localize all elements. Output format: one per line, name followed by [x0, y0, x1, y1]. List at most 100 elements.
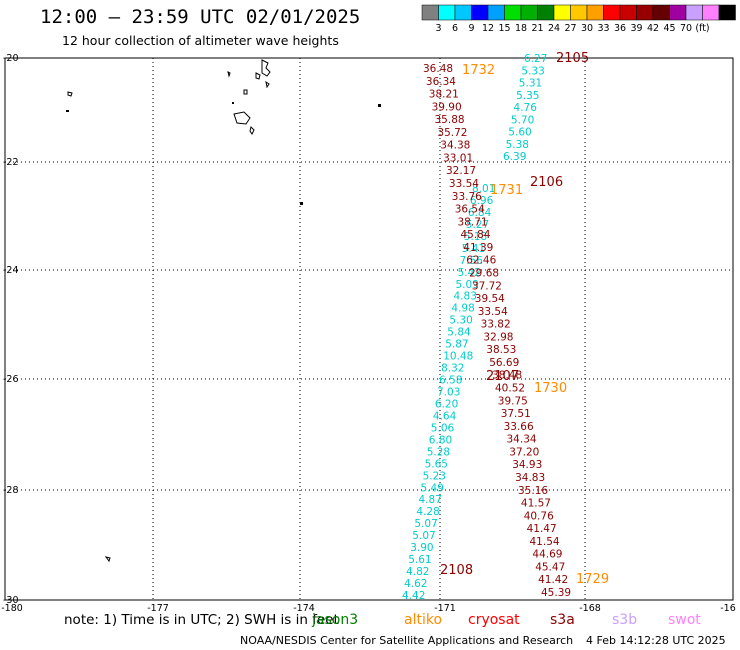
satellite-name: cryosat — [468, 612, 520, 628]
track-time-label: 1729 — [576, 572, 609, 587]
satellite-name: jason3 — [312, 612, 359, 628]
wave-height-value: 5.18 — [464, 231, 487, 243]
wave-height-value: 62.46 — [466, 255, 496, 267]
wave-height-value: 5.42 — [458, 267, 481, 279]
wave-height-value: 41.54 — [530, 536, 560, 548]
color-legend: 3 6 9 12 15 18 21 24 27 30 33 36 39 42 45 70 (ft) — [421, 4, 736, 34]
wave-height-value: 36.34 — [426, 76, 456, 88]
wave-height-value: 29.68 — [469, 268, 499, 280]
track-time-label: 2105 — [556, 51, 589, 66]
track-time-label: 2107 — [486, 369, 519, 384]
legend-swatch — [438, 4, 456, 21]
legend-label: 6 — [452, 23, 458, 34]
wave-height-value: 6.58 — [439, 375, 462, 387]
longitude-labels: -180 -177 -174 -171 -168 -16 — [1, 603, 736, 614]
legend-label: 27 — [564, 23, 576, 34]
legend-label: 24 — [548, 23, 560, 34]
island-shape — [227, 71, 231, 78]
wave-height-value: 35.16 — [518, 485, 548, 497]
legend-swatch — [537, 4, 555, 21]
longitude-label: -171 — [434, 603, 456, 614]
wave-height-value: 32.17 — [446, 165, 476, 177]
wave-height-value: 33.76 — [452, 191, 482, 203]
legend-label: 70 — [680, 23, 692, 34]
island-dot — [378, 104, 381, 107]
wave-height-value: 4.76 — [514, 102, 538, 114]
latitude-label: -24 — [3, 265, 19, 276]
wave-height-value: 5.31 — [519, 78, 542, 90]
wave-height-value: 33.01 — [443, 153, 473, 165]
island-dot — [232, 102, 234, 104]
wave-height-value: 7.56 — [460, 255, 484, 267]
wave-height-value: 5.38 — [506, 139, 529, 151]
wave-height-value: 5.60 — [508, 127, 531, 139]
legend-swatch — [570, 4, 588, 21]
wave-height-value: 45.47 — [535, 561, 565, 573]
map-frame — [4, 57, 734, 601]
wave-height-value: 5.28 — [427, 446, 450, 458]
satellite-name: altiko — [404, 612, 443, 628]
wave-height-value: 33.54 — [449, 178, 479, 190]
wave-height-value: 7.03 — [437, 387, 460, 399]
track-time-label: 1730 — [534, 381, 567, 396]
wave-height-value: 33.54 — [478, 306, 508, 318]
island-shape — [67, 91, 73, 97]
track-time-labels: 2105 1732 2106 1731 2107 1730 2108 1729 — [440, 51, 609, 587]
wave-height-value: 3.90 — [410, 542, 433, 554]
wave-height-value: 8.01 — [472, 183, 495, 195]
legend-swatch — [685, 4, 703, 21]
wave-height-value: 34.34 — [507, 434, 537, 446]
legend-label: 45 — [663, 23, 675, 34]
latitude-label: -26 — [3, 374, 19, 385]
legend-swatch — [504, 4, 522, 21]
wave-height-value: 6.80 — [429, 434, 452, 446]
wave-height-value: 5.35 — [516, 90, 539, 102]
legend-label: 9 — [468, 23, 474, 34]
wave-height-value: 5.27 — [466, 219, 489, 231]
legend-label: 3 — [435, 23, 441, 34]
wave-height-value: 45.84 — [460, 229, 490, 241]
wave-height-value: 37.72 — [472, 280, 502, 292]
legend-label: 18 — [515, 23, 527, 34]
wave-height-value: 5.65 — [425, 458, 448, 470]
wave-height-value: 5.41 — [462, 243, 485, 255]
legend-swatch — [471, 4, 489, 21]
map-subtitle: 12 hour collection of altimeter wave hei… — [62, 33, 339, 48]
wave-height-value: 4.62 — [404, 578, 427, 590]
wave-height-value: 33.82 — [481, 319, 511, 331]
wave-height-value: 5.87 — [445, 339, 468, 351]
wave-height-value: 38.48 — [492, 370, 522, 382]
latitude-label: -28 — [3, 485, 19, 496]
legend-label: 39 — [630, 23, 642, 34]
legend-swatch — [669, 4, 687, 21]
wave-height-value: 40.52 — [495, 383, 525, 395]
latitude-label: -22 — [3, 157, 19, 168]
legend-label: 42 — [647, 23, 659, 34]
latitude-label: -30 — [3, 595, 19, 606]
wave-height-value: 4.98 — [451, 303, 474, 315]
longitude-label: -177 — [147, 603, 169, 614]
legend-swatch — [619, 4, 637, 21]
wave-height-value: 38.53 — [486, 344, 516, 356]
legend-swatch — [652, 4, 670, 21]
wave-height-value: 5.30 — [449, 315, 472, 327]
wave-height-value: 5.07 — [414, 518, 437, 530]
track-time-label: 2108 — [440, 563, 473, 578]
wave-height-value: 6.96 — [470, 195, 494, 207]
wave-height-value: 36.48 — [423, 63, 453, 75]
footer-note: note: 1) Time is in UTC; 2) SWH is in fe… — [64, 612, 339, 628]
satellite-name: s3b — [612, 612, 638, 628]
wave-height-value: 32.98 — [483, 331, 513, 343]
wave-height-tracks: 8.016.966.845.275.185.417.565.425.094.83… — [402, 53, 571, 602]
legend-swatch — [586, 4, 604, 21]
longitude-label: -174 — [293, 603, 315, 614]
wave-height-value: 10.48 — [443, 351, 473, 363]
wave-height-value: 35.88 — [435, 114, 465, 126]
islands — [67, 59, 271, 563]
wave-height-value: 45.39 — [541, 587, 571, 599]
island-shape — [261, 59, 271, 77]
island-shape — [233, 111, 251, 125]
legend-label: (ft) — [695, 23, 709, 34]
legend-swatch — [520, 4, 538, 21]
